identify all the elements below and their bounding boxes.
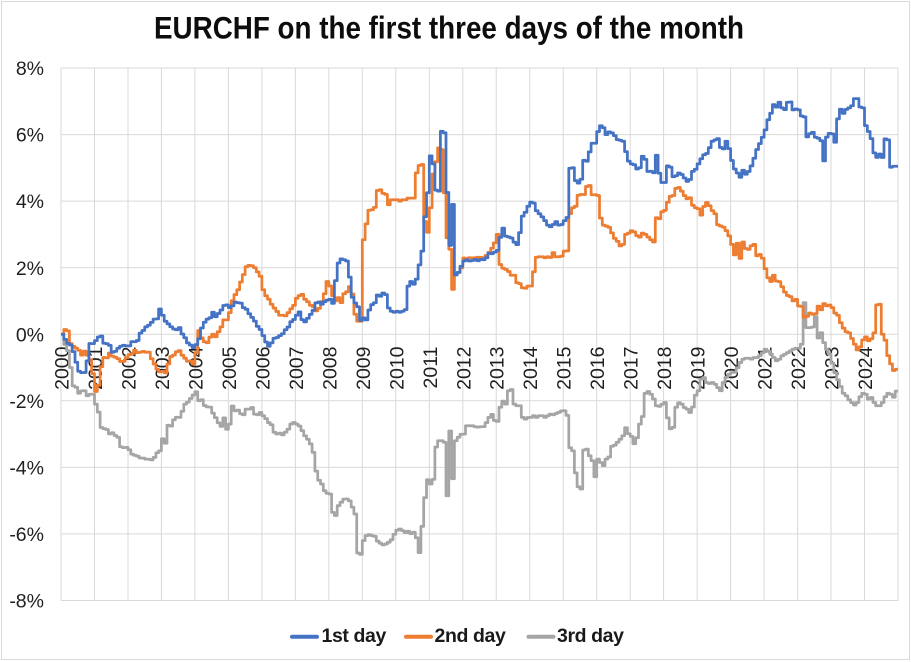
svg-text:2005: 2005: [219, 346, 241, 390]
svg-text:2008: 2008: [319, 347, 341, 390]
svg-text:1st day: 1st day: [322, 625, 387, 647]
svg-text:2013: 2013: [487, 347, 509, 390]
svg-text:2020: 2020: [721, 346, 743, 390]
svg-text:2018: 2018: [654, 347, 676, 390]
svg-text:2019: 2019: [688, 347, 710, 390]
svg-text:EURCHF on the first three days: EURCHF on the first three days of the mo…: [154, 10, 744, 46]
svg-text:2024: 2024: [855, 346, 877, 390]
svg-text:3rd day: 3rd day: [557, 625, 624, 647]
svg-text:6%: 6%: [16, 125, 44, 147]
svg-text:2014: 2014: [520, 346, 542, 390]
svg-text:2000: 2000: [52, 346, 74, 390]
svg-text:2007: 2007: [286, 347, 308, 390]
svg-text:-8%: -8%: [9, 591, 44, 613]
svg-text:2004: 2004: [185, 346, 207, 390]
svg-text:2012: 2012: [453, 347, 475, 390]
svg-text:0%: 0%: [16, 324, 44, 346]
svg-text:2011: 2011: [420, 347, 442, 389]
svg-text:2015: 2015: [554, 346, 576, 390]
svg-text:2003: 2003: [152, 347, 174, 390]
svg-text:2021: 2021: [755, 347, 777, 390]
svg-text:-4%: -4%: [9, 458, 44, 480]
svg-text:2006: 2006: [252, 347, 274, 390]
svg-text:2009: 2009: [353, 347, 375, 390]
svg-text:2010: 2010: [386, 346, 408, 390]
svg-text:-6%: -6%: [9, 524, 44, 546]
svg-text:2022: 2022: [788, 347, 810, 390]
svg-text:-2%: -2%: [9, 391, 44, 413]
svg-text:8%: 8%: [16, 58, 44, 80]
svg-text:2017: 2017: [621, 347, 643, 390]
svg-text:2016: 2016: [587, 347, 609, 390]
svg-text:4%: 4%: [16, 191, 44, 213]
svg-text:2%: 2%: [16, 258, 44, 280]
svg-text:2nd day: 2nd day: [435, 625, 506, 647]
